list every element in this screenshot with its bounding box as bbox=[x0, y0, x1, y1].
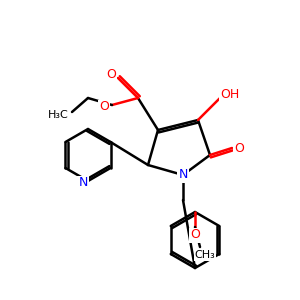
Text: H₃C: H₃C bbox=[48, 110, 68, 120]
Text: N: N bbox=[178, 169, 188, 182]
Text: O: O bbox=[106, 68, 116, 82]
Text: N: N bbox=[78, 176, 88, 190]
Text: OH: OH bbox=[220, 88, 240, 101]
Text: O: O bbox=[99, 100, 109, 113]
Text: CH₃: CH₃ bbox=[195, 250, 215, 260]
Text: O: O bbox=[190, 229, 200, 242]
Text: O: O bbox=[234, 142, 244, 154]
